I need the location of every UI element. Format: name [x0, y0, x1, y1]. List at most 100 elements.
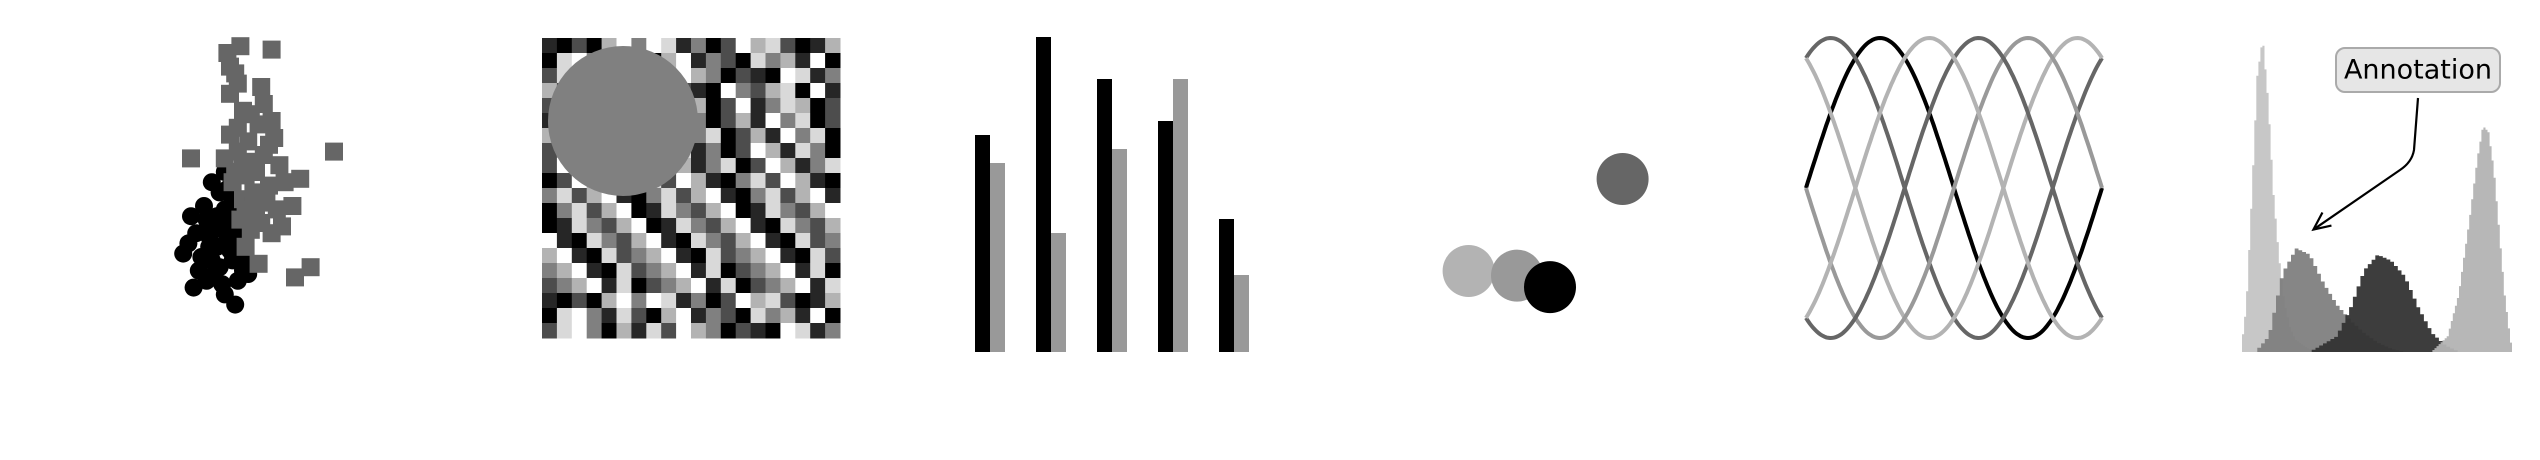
- annotation-text: Annotation: [2344, 55, 2492, 86]
- heatmap-cell-15-12: [720, 263, 737, 279]
- bar-0-0: [975, 135, 990, 352]
- heatmap-cell-15-14: [750, 263, 766, 279]
- bar-0-1: [1036, 37, 1051, 352]
- heatmap-cell-17-14: [750, 293, 766, 309]
- heatmap-cell-13-17: [795, 233, 811, 249]
- heatmap-cell-10-12: [720, 188, 737, 204]
- scatter-point-square-30: [244, 197, 263, 215]
- heatmap-cell-0-13: [735, 38, 752, 54]
- scatter-point-square-36: [262, 40, 281, 59]
- heatmap-cell-12-7: [646, 218, 662, 234]
- scatter-point-square-40: [249, 254, 268, 273]
- scatter-point-square-35: [231, 37, 250, 56]
- heatmap-cell-6-16: [780, 128, 796, 144]
- heatmap-cell-17-10: [691, 293, 707, 309]
- heatmap-cell-14-11: [705, 248, 722, 264]
- heatmap-cell-13-13: [735, 233, 752, 249]
- heatmap-cell-3-16: [780, 83, 796, 99]
- heatmap-cell-0-14: [750, 38, 766, 54]
- heatmap-cell-15-15: [765, 263, 781, 279]
- heatmap-cell-4-12: [720, 98, 737, 114]
- heatmap-cell-17-6: [631, 293, 647, 309]
- heatmap-cell-14-7: [646, 248, 662, 264]
- heatmap-cell-4-13: [735, 98, 752, 114]
- heatmap-cell-19-6: [631, 323, 647, 339]
- heatmap-cell-7-18: [810, 143, 826, 159]
- histogram-area-panel: Annotation: [2240, 45, 2514, 353]
- heatmap-cell-1-17: [795, 53, 811, 69]
- histogram-area-3: [2430, 127, 2514, 352]
- scatter-point-square-41: [236, 237, 255, 256]
- heatmap-cell-14-15: [765, 248, 781, 264]
- heatmap-cell-16-9: [676, 278, 692, 294]
- heatmap-cell-16-8: [661, 278, 677, 294]
- heatmap-cell-3-14: [750, 83, 766, 99]
- heatmap-cell-6-18: [810, 128, 826, 144]
- heatmap-cell-14-14: [750, 248, 766, 264]
- heatmap-cell-4-11: [705, 98, 722, 114]
- heatmap-cell-4-18: [810, 98, 826, 114]
- bubble-3: [1524, 261, 1576, 314]
- heatmap-cell-4-15: [765, 98, 781, 114]
- heatmap-cell-14-8: [661, 248, 677, 264]
- heatmap-cell-9-0: [542, 173, 558, 189]
- scatter-point-square-28: [228, 118, 247, 137]
- heatmap-cell-6-19: [825, 128, 841, 144]
- heatmap-cell-0-3: [586, 38, 603, 54]
- heatmap-cell-3-15: [765, 83, 781, 99]
- heatmap-cell-17-1: [556, 293, 573, 309]
- heatmap-cell-10-7: [646, 188, 662, 204]
- heatmap-cell-0-19: [825, 38, 841, 54]
- heatmap-cell-7-17: [795, 143, 811, 159]
- heatmap-cell-19-13: [735, 323, 752, 339]
- heatmap-cell-18-0: [542, 308, 558, 324]
- heatmap-cell-11-1: [556, 203, 573, 219]
- heatmap-overlay-circle: [548, 46, 698, 196]
- bar-0-2: [1097, 79, 1112, 352]
- heatmap-cell-10-19: [825, 188, 841, 204]
- heatmap-cell-17-4: [601, 293, 617, 309]
- heatmap-cell-13-11: [705, 233, 722, 249]
- bar-chart-panel: [975, 37, 1249, 352]
- heatmap-cell-4-17: [795, 98, 811, 114]
- scatter-point-circle-36: [197, 220, 216, 239]
- heatmap-cell-18-14: [750, 308, 766, 324]
- bar-1-1: [1051, 233, 1066, 352]
- scatter-point-square-31: [291, 169, 310, 188]
- heatmap-cell-17-15: [765, 293, 781, 309]
- heatmap-cell-18-2: [571, 308, 588, 324]
- heatmap-cell-5-12: [720, 113, 737, 129]
- heatmap-cell-18-8: [661, 308, 677, 324]
- heatmap-cell-12-5: [616, 218, 632, 234]
- heatmap-cell-7-12: [720, 143, 737, 159]
- heatmap-cell-3-13: [735, 83, 752, 99]
- heatmap-cell-2-10: [691, 68, 707, 84]
- heatmap-cell-16-19: [825, 278, 841, 294]
- scatter-point-circle-23: [195, 197, 213, 215]
- heatmap-cell-8-18: [810, 158, 826, 174]
- heatmap-cell-14-0: [542, 248, 558, 264]
- heatmap-cell-10-8: [661, 188, 677, 204]
- heatmap-cell-17-18: [810, 293, 826, 309]
- heatmap-cell-0-9: [676, 38, 692, 54]
- heatmap-panel: [542, 38, 841, 339]
- heatmap-cell-17-5: [616, 293, 632, 309]
- heatmap-cell-8-12: [720, 158, 737, 174]
- heatmap-cell-17-16: [780, 293, 796, 309]
- heatmap-cell-2-16: [780, 68, 796, 84]
- heatmap-cell-11-11: [705, 203, 722, 219]
- scatter-point-square-47: [241, 105, 260, 124]
- heatmap-cell-16-1: [556, 278, 573, 294]
- bar-1-4: [1234, 275, 1249, 352]
- heatmap-cell-19-14: [750, 323, 766, 339]
- heatmap-cell-15-9: [676, 263, 692, 279]
- heatmap-cell-1-19: [825, 53, 841, 69]
- heatmap-cell-14-17: [795, 248, 811, 264]
- heatmap-cell-13-8: [661, 233, 677, 249]
- heatmap-cell-13-0: [542, 233, 558, 249]
- heatmap-cell-10-9: [676, 188, 692, 204]
- heatmap-cell-12-10: [691, 218, 707, 234]
- annotation-box: [2335, 47, 2501, 93]
- heatmap-cell-14-2: [571, 248, 588, 264]
